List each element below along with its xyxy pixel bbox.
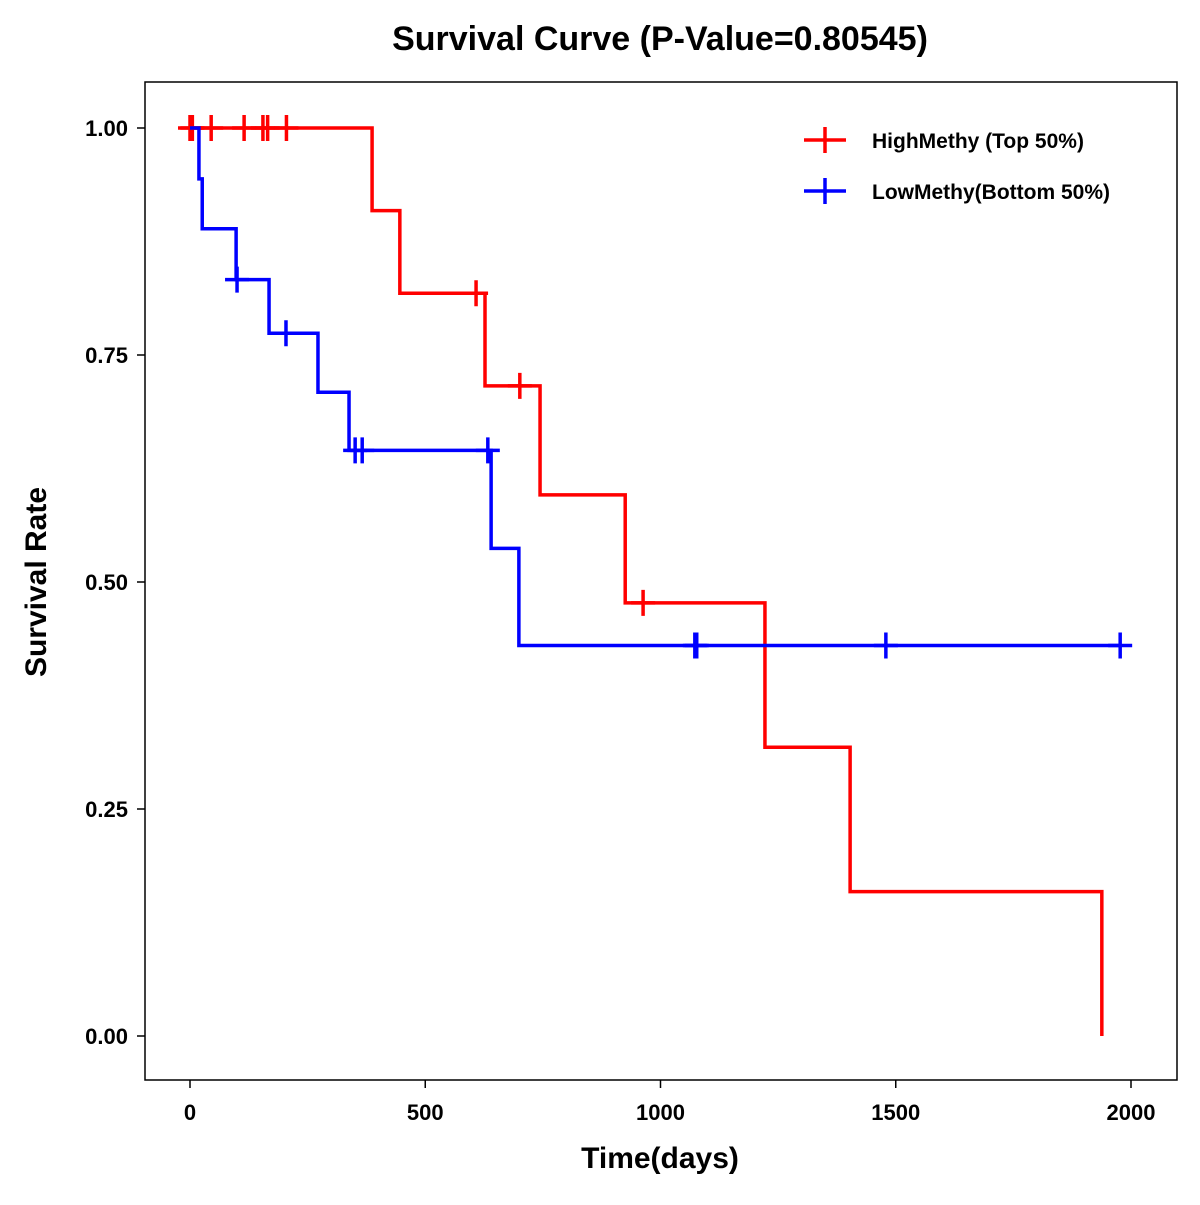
x-tick-label: 1000 [636,1100,685,1125]
legend-item: LowMethy(Bottom 50%) [804,178,1110,204]
censor-mark [475,437,500,464]
censor-mark [199,115,224,141]
censor-mark [274,115,299,141]
censor-mark [225,266,250,293]
y-axis-label: Survival Rate [20,487,53,677]
y-tick-label: 1.00 [85,116,128,141]
legend-label: LowMethy(Bottom 50%) [872,181,1110,204]
survival-curve [190,126,1121,648]
legend-swatch [804,178,846,204]
chart-title: Survival Curve (P-Value=0.80545) [392,20,928,58]
censor-mark [350,437,375,464]
plot-frame [144,81,1178,1081]
y-tick-label: 0.00 [85,1024,128,1049]
series-high-methy [178,115,1104,1036]
survival-curve [190,126,1104,1036]
series-low-methy [190,126,1133,659]
legend-swatch [804,127,846,153]
censor-mark [464,280,489,307]
censor-mark [631,589,656,616]
censor-mark [507,372,532,399]
censor-mark [273,320,298,347]
censor-mark [684,632,709,659]
x-tick-label: 2000 [1107,1100,1156,1125]
y-tick-label: 0.50 [85,570,128,595]
legend-item: HighMethy (Top 50%) [804,127,1084,153]
legend-label: HighMethy (Top 50%) [872,130,1084,153]
x-tick-label: 500 [407,1100,444,1125]
y-tick-label: 0.25 [85,797,128,822]
x-tick-label: 1500 [871,1100,920,1125]
x-tick-label: 0 [184,1100,196,1125]
x-axis-label: Time(days) [581,1142,739,1175]
censor-mark [873,632,898,659]
y-tick-label: 0.75 [85,343,128,368]
censor-mark [1108,632,1133,659]
